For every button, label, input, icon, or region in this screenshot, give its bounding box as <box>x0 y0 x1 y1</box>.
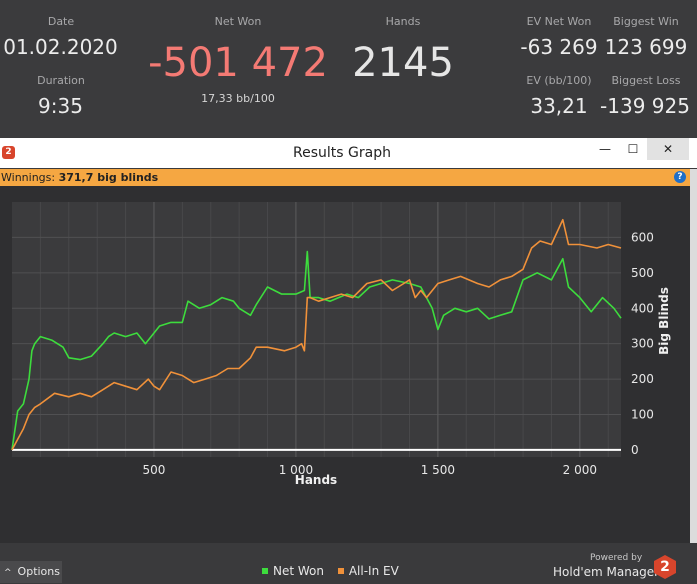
biggest-loss-label: Biggest Loss <box>611 74 681 87</box>
hands-label: Hands <box>385 15 421 28</box>
series-line-all-in-ev <box>11 218 622 451</box>
duration-label: Duration <box>37 74 85 87</box>
legend-item-net-won[interactable]: Net Won <box>262 564 324 578</box>
title-bar[interactable]: 2 Results Graph — ☐ ✕ <box>0 138 697 168</box>
window-edge <box>690 169 697 543</box>
winnings-bar: Winnings: 371,7 big blinds ? <box>0 169 690 186</box>
powered-by-text: Powered by <box>590 553 643 563</box>
ev-bb100-label: EV (bb/100) <box>526 74 592 87</box>
winnings-label: Winnings: <box>1 171 56 184</box>
duration-value: 9:35 <box>38 94 83 118</box>
net-won-bb100: 17,33 bb/100 <box>201 92 275 105</box>
maximize-button[interactable]: ☐ <box>627 142 639 156</box>
y-tick-label: 0 <box>631 443 639 457</box>
y-axis-label: Big Blinds <box>657 287 671 355</box>
results-chart: 500 1 000 1 500 2 000 0 100 200 300 400 500 600 Ha… <box>11 202 671 487</box>
legend-item-all-in-ev[interactable]: All-In EV <box>337 564 399 578</box>
series-line-net-won <box>11 250 622 451</box>
legend-label: Net Won <box>273 564 324 578</box>
app-logo-icon: 2 <box>2 146 15 159</box>
date-value: 01.02.2020 <box>3 35 118 59</box>
ev-net-won-value: -63 269 <box>520 35 598 59</box>
net-won-value: -501 472 <box>148 40 328 86</box>
x-tick-label: 1 500 <box>421 463 455 477</box>
stats-panel: Date 01.02.2020 Duration 9:35 Net Won -5… <box>0 0 697 137</box>
legend: Net Won All-In EV <box>262 564 409 578</box>
x-tick-label: 1 000 <box>279 463 313 477</box>
brand-name: Hold'em Manager <box>553 565 660 579</box>
y-tick-label: 300 <box>631 337 654 351</box>
legend-label: All-In EV <box>348 564 399 578</box>
results-graph-window: 2 Results Graph — ☐ ✕ Winnings: 371,7 bi… <box>0 138 697 583</box>
legend-swatch <box>337 567 344 574</box>
biggest-win-label: Biggest Win <box>613 15 679 28</box>
hands-value: 2145 <box>352 40 454 86</box>
options-label: Options <box>17 565 60 578</box>
close-button[interactable]: ✕ <box>647 138 689 160</box>
date-label: Date <box>47 15 75 28</box>
ev-bb100-value: 33,21 <box>530 94 588 118</box>
window-title: Results Graph <box>293 145 391 161</box>
winnings-value: 371,7 big blinds <box>58 171 159 184</box>
ev-net-won-label: EV Net Won <box>526 15 592 28</box>
chevron-up-icon: ^ <box>4 568 12 578</box>
help-icon[interactable]: ? <box>674 171 686 183</box>
minimize-button[interactable]: — <box>599 142 611 156</box>
x-tick-label: 2 000 <box>563 463 597 477</box>
plot-background <box>12 202 621 457</box>
y-tick-label: 200 <box>631 372 654 386</box>
options-button[interactable]: ^ Options <box>0 561 62 583</box>
biggest-win-value: 123 699 <box>604 35 688 59</box>
legend-swatch <box>262 567 268 574</box>
graph-area: 500 1 000 1 500 2 000 0 100 200 300 400 500 600 Ha… <box>0 186 690 583</box>
biggest-loss-value: -139 925 <box>600 94 690 118</box>
y-tick-label: 500 <box>631 266 654 280</box>
y-tick-label: 100 <box>631 408 654 422</box>
x-tick-label: 500 <box>143 463 166 477</box>
net-won-label: Net Won <box>214 15 262 28</box>
y-tick-label: 600 <box>631 230 654 244</box>
y-tick-label: 400 <box>631 301 654 315</box>
x-axis-label: Hands <box>295 473 337 487</box>
